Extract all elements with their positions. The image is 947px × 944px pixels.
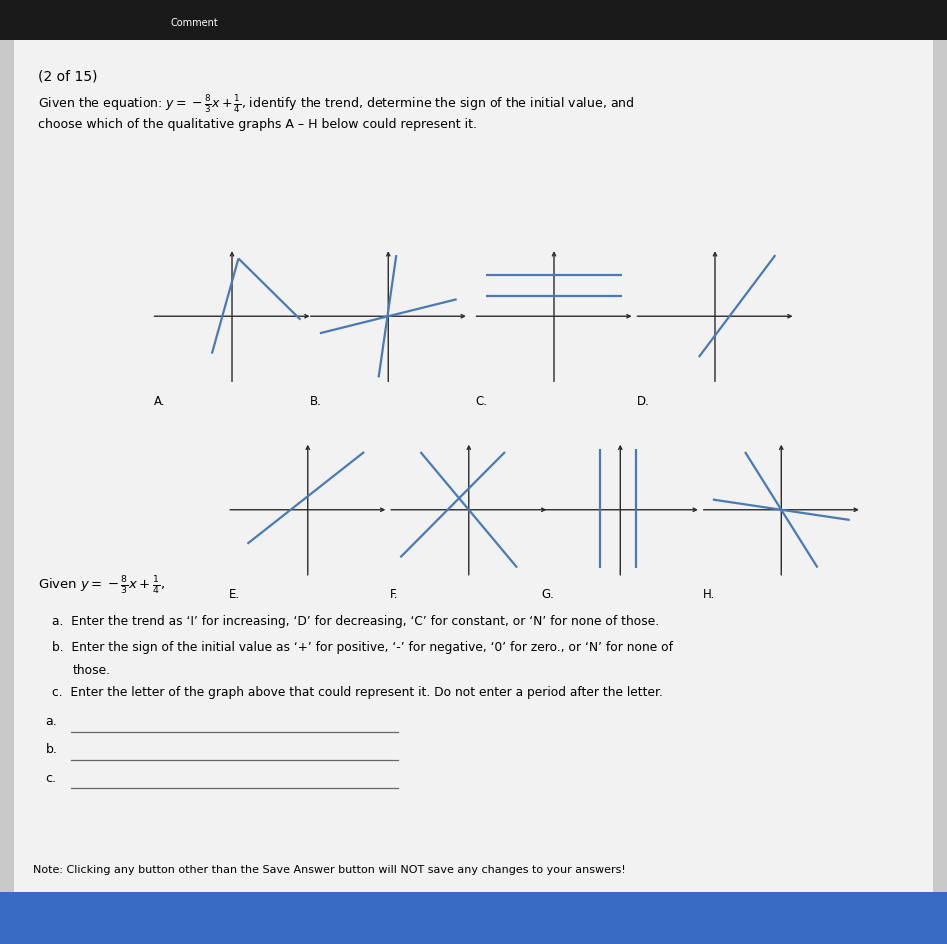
Text: b.: b.	[45, 743, 58, 756]
Text: a.: a.	[45, 715, 57, 728]
Text: G.: G.	[542, 588, 555, 601]
Text: (2 of 15): (2 of 15)	[38, 69, 98, 83]
Text: b.  Enter the sign of the initial value as ‘+’ for positive, ‘-’ for negative, ‘: b. Enter the sign of the initial value a…	[52, 641, 673, 654]
Bar	[0, 892, 947, 944]
Text: c.: c.	[45, 771, 57, 784]
Text: E.: E.	[229, 588, 241, 601]
Text: B.: B.	[310, 395, 322, 408]
Text: F.: F.	[390, 588, 399, 601]
Text: a.  Enter the trend as ‘I’ for increasing, ‘D’ for decreasing, ‘C’ for constant,: a. Enter the trend as ‘I’ for increasing…	[52, 615, 659, 628]
Text: A.: A.	[153, 395, 165, 408]
Text: c.  Enter the letter of the graph above that could represent it. Do not enter a : c. Enter the letter of the graph above t…	[52, 685, 663, 699]
Text: Given $y = -\frac{8}{3}x + \frac{1}{4}$,: Given $y = -\frac{8}{3}x + \frac{1}{4}$,	[38, 575, 165, 598]
Text: D.: D.	[636, 395, 650, 408]
Text: H.: H.	[703, 588, 715, 601]
Text: Given the equation: $y = -\frac{8}{3}x + \frac{1}{4}$, identify the trend, deter: Given the equation: $y = -\frac{8}{3}x +…	[38, 93, 634, 115]
Text: C.: C.	[475, 395, 488, 408]
Text: Note: Clicking any button other than the Save Answer button will NOT save any ch: Note: Clicking any button other than the…	[33, 866, 626, 875]
Bar	[0, 0, 947, 40]
Text: choose which of the qualitative graphs A – H below could represent it.: choose which of the qualitative graphs A…	[38, 118, 477, 131]
Text: those.: those.	[73, 664, 111, 677]
Text: Comment: Comment	[170, 19, 218, 28]
